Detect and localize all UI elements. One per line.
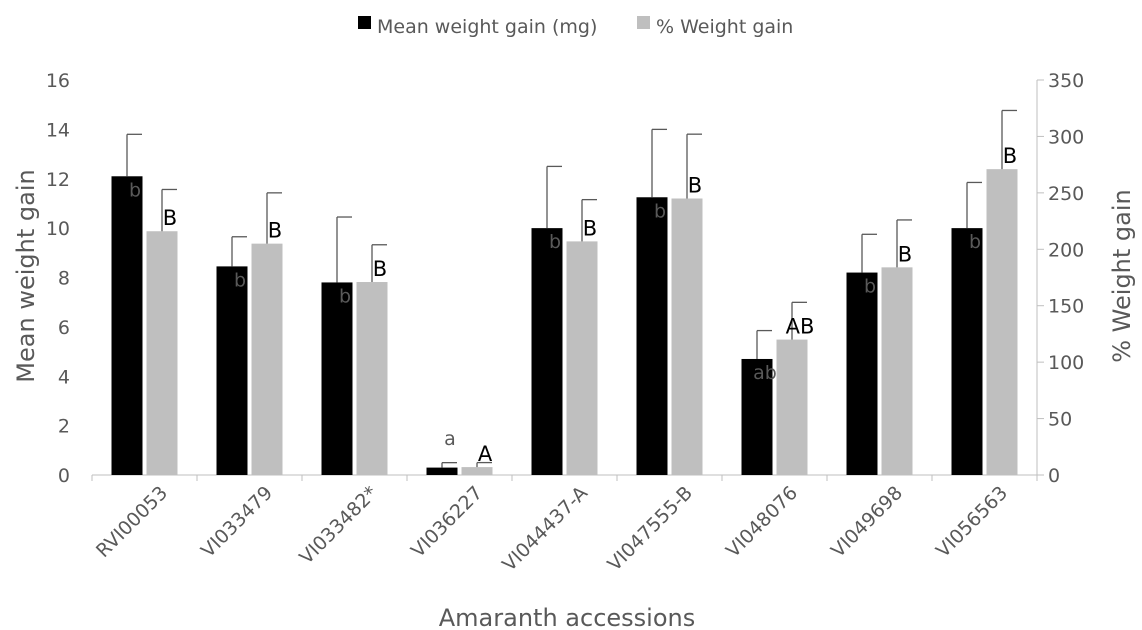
legend: Mean weight gain (mg) % Weight gain xyxy=(358,16,793,38)
significance-label-1-6: AB xyxy=(786,315,815,339)
y-tick-label-1: 2 xyxy=(58,416,70,438)
x-tick-label-2: VI033482* xyxy=(295,482,382,569)
bar-mean-weight-gain-3 xyxy=(426,467,458,475)
significance-label-1-7: B xyxy=(898,242,912,266)
bars xyxy=(111,169,1018,475)
bar-percent-weight-gain-6 xyxy=(776,339,808,475)
significance-label-0-5: b xyxy=(654,200,666,222)
significance-label-1-2: B xyxy=(373,257,387,281)
y2-axis-title: % Weight gain xyxy=(1108,189,1136,363)
y-tick-label-3: 6 xyxy=(58,317,70,339)
y-axis-left-ticks: 0 2 4 6 8 10 12 14 16 xyxy=(46,70,70,487)
bar-mean-weight-gain-8 xyxy=(951,228,983,475)
bar-percent-weight-gain-3 xyxy=(461,467,493,475)
bar-mean-weight-gain-6 xyxy=(741,358,773,475)
x-tick-label-6: VI048076 xyxy=(722,482,802,562)
significance-label-0-6: ab xyxy=(753,362,777,384)
x-tick-label-8: VI056563 xyxy=(932,482,1012,562)
legend-swatch-mean-weight-gain xyxy=(358,16,371,29)
y-axis-right-ticks: 0 50 100 150 200 250 300 350 xyxy=(1036,70,1084,487)
significance-label-0-1: b xyxy=(234,269,246,291)
y-tick-label-5: 10 xyxy=(46,218,70,240)
bar-percent-weight-gain-0 xyxy=(146,231,178,475)
bar-percent-weight-gain-4 xyxy=(566,241,598,475)
y-tick-label-0: 0 xyxy=(58,465,70,487)
bar-percent-weight-gain-2 xyxy=(356,282,388,475)
legend-label-percent-weight-gain: % Weight gain xyxy=(656,16,793,38)
y-tick-label-8: 16 xyxy=(46,70,70,92)
significance-label-0-2: b xyxy=(339,285,351,307)
legend-swatch-percent-weight-gain xyxy=(637,16,650,29)
x-tick-label-3: VI036227 xyxy=(407,482,487,562)
bar-mean-weight-gain-5 xyxy=(636,197,668,475)
x-axis-title: Amaranth accessions xyxy=(439,604,695,630)
significance-label-1-4: B xyxy=(583,216,597,240)
x-tick-label-5: VI047555-B xyxy=(603,482,697,576)
significance-label-1-5: B xyxy=(688,174,702,198)
significance-label-0-4: b xyxy=(549,231,561,253)
y-tick-label-6: 12 xyxy=(46,169,70,191)
bar-percent-weight-gain-8 xyxy=(986,169,1018,475)
error-bars xyxy=(126,109,1017,468)
y2-tick-label-5: 250 xyxy=(1048,183,1084,205)
y2-tick-label-1: 50 xyxy=(1048,409,1072,431)
y2-tick-label-7: 350 xyxy=(1048,70,1084,92)
y-axis-title: Mean weight gain xyxy=(12,169,40,382)
significance-label-0-3: a xyxy=(444,428,456,450)
x-axis-ticks: RVI00053 VI033479 VI033482* VI036227 VI04443… xyxy=(91,475,1038,576)
bar-mean-weight-gain-7 xyxy=(846,272,878,475)
bar-mean-weight-gain-0 xyxy=(111,176,143,475)
x-tick-label-1: VI033479 xyxy=(197,482,277,562)
x-tick-label-7: VI049698 xyxy=(827,482,907,562)
y2-tick-label-4: 200 xyxy=(1048,239,1084,261)
bar-percent-weight-gain-1 xyxy=(251,243,283,475)
bar-mean-weight-gain-1 xyxy=(216,266,248,475)
significance-label-0-8: b xyxy=(969,231,981,253)
y2-tick-label-2: 100 xyxy=(1048,352,1084,374)
bar-mean-weight-gain-2 xyxy=(321,282,353,475)
y2-tick-label-3: 150 xyxy=(1048,296,1084,318)
significance-label-1-8: B xyxy=(1003,144,1017,168)
significance-label-1-0: B xyxy=(163,206,177,230)
legend-label-mean-weight-gain: Mean weight gain (mg) xyxy=(377,16,597,38)
y-tick-label-7: 14 xyxy=(46,119,70,141)
y-tick-label-4: 8 xyxy=(58,268,70,290)
x-tick-label-0: RVI00053 xyxy=(92,482,172,562)
y2-tick-label-0: 0 xyxy=(1048,465,1060,487)
bar-mean-weight-gain-4 xyxy=(531,228,563,475)
significance-label-0-7: b xyxy=(864,276,876,298)
x-tick-label-4: VI044437-A xyxy=(498,482,592,576)
significance-label-1-3: A xyxy=(478,442,493,466)
y-tick-label-2: 4 xyxy=(58,366,70,388)
bar-percent-weight-gain-5 xyxy=(671,198,703,475)
bar-percent-weight-gain-7 xyxy=(881,267,913,475)
significance-label-0-0: b xyxy=(129,179,141,201)
y2-tick-label-6: 300 xyxy=(1048,126,1084,148)
significance-label-1-1: B xyxy=(268,219,282,243)
